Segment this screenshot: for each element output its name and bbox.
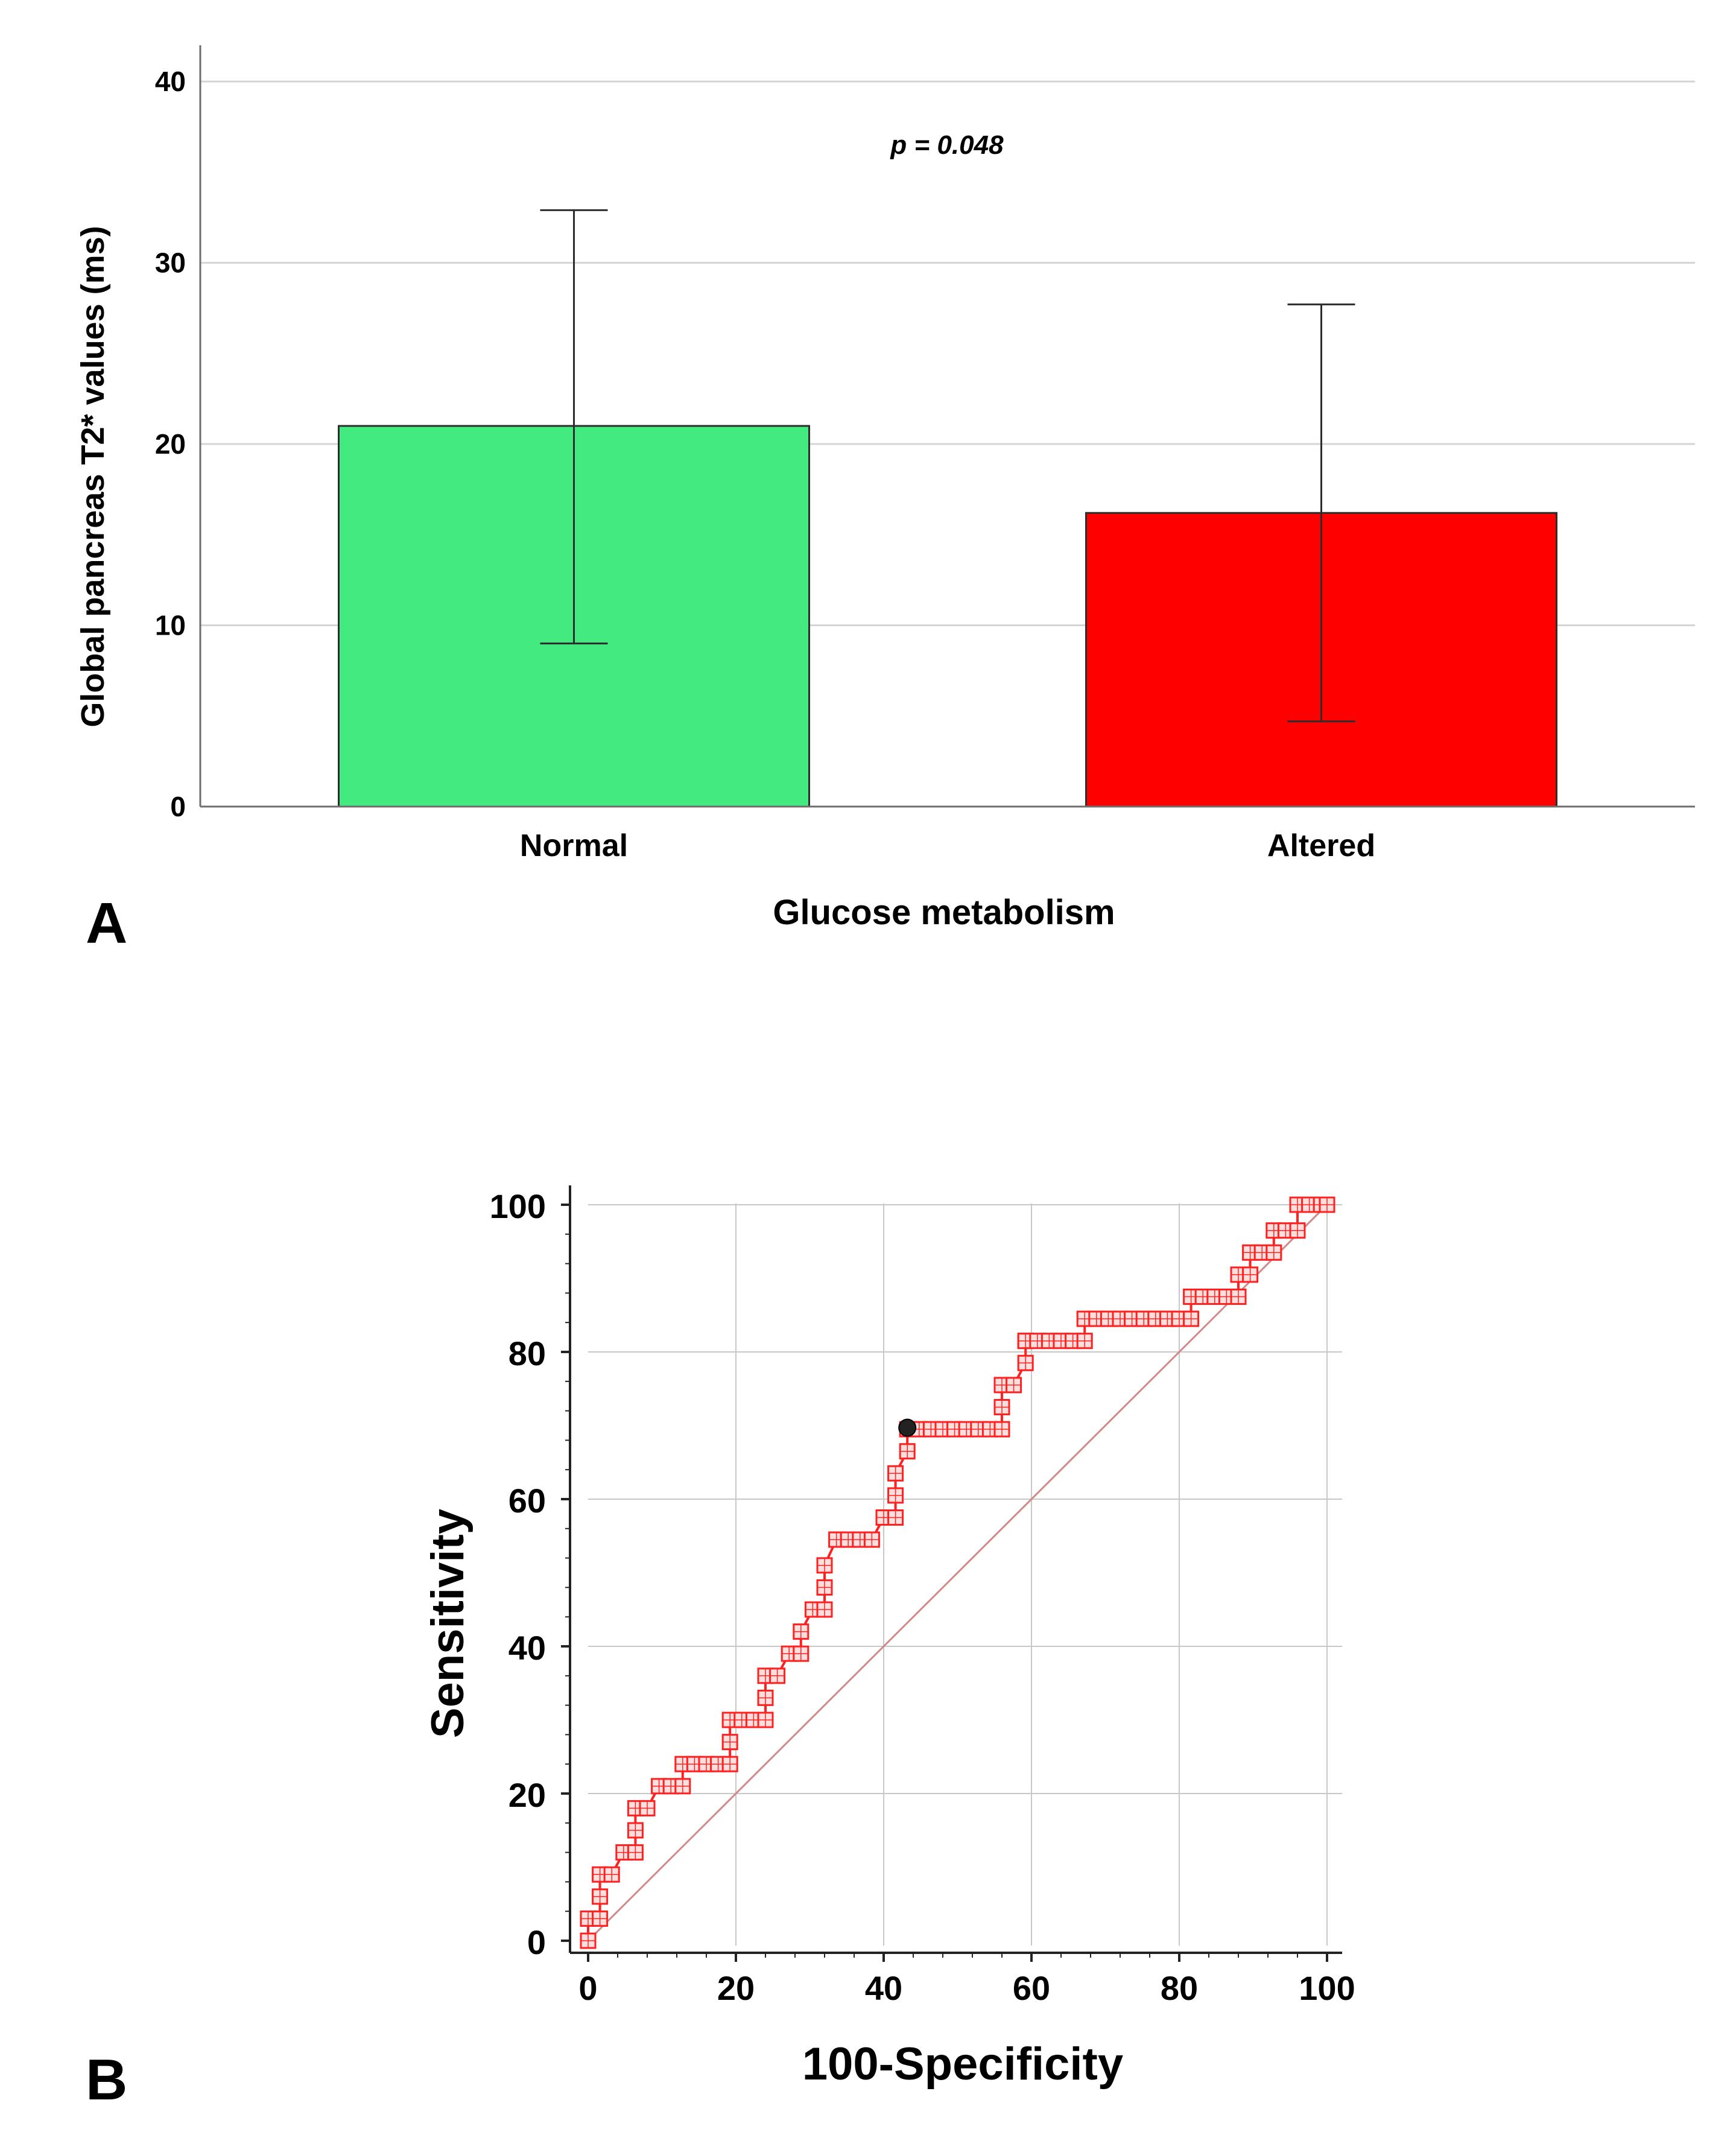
roc-y-tick-label: 0 [527,1923,546,1961]
y-axis-label: Global pancreas T2* values (ms) [75,226,111,727]
y-tick-labels: 0 10 20 30 40 [155,66,186,822]
roc-gridlines [588,1204,1342,1946]
optimal-point-marker [898,1418,917,1437]
roc-x-tick-label: 60 [1013,1969,1050,2007]
roc-point [769,1667,786,1684]
roc-point [816,1557,833,1574]
error-bars [540,209,1355,723]
error-bar-normal [540,209,608,645]
y-tick-label: 20 [155,428,186,460]
roc-point-markers [580,1196,1335,1949]
roc-point [993,1421,1010,1438]
roc-point [1076,1333,1093,1350]
roc-y-axis-label: Sensitivity [422,1509,474,1738]
error-bar-altered [1287,303,1355,723]
roc-axes [561,1185,1342,1962]
roc-point [757,1711,774,1728]
roc-x-tick-label: 40 [865,1969,902,2007]
roc-point [592,1888,609,1905]
roc-y-tick-label: 40 [508,1629,546,1667]
roc-point [863,1531,880,1548]
axes [199,45,1695,808]
roc-chart: 0 20 40 60 80 100 0 20 40 60 80 100 Sensitivity 10… [86,1185,1355,2112]
roc-point [721,1756,738,1772]
roc-y-tick-label: 20 [508,1776,546,1814]
roc-point [899,1443,916,1460]
reference-line [587,1204,1328,1942]
roc-x-tick-labels: 0 20 40 60 80 100 [578,1969,1355,2007]
roc-point [1006,1377,1022,1394]
roc-point [1041,1333,1057,1350]
roc-point [639,1800,656,1816]
roc-point [674,1778,691,1795]
roc-point [793,1623,809,1640]
roc-point [603,1866,620,1883]
roc-point [592,1910,609,1927]
roc-point [1183,1310,1200,1327]
roc-point [1230,1289,1247,1305]
y-tick-label: 0 [170,791,186,822]
y-tick-label: 30 [155,247,186,279]
roc-point [887,1465,904,1482]
roc-point [627,1844,644,1861]
roc-x-axis-label: 100-Specificity [802,2038,1123,2090]
roc-y-tick-label: 60 [508,1482,546,1520]
x-tick-label: Normal [520,828,628,863]
roc-point [1266,1244,1282,1261]
roc-y-tick-labels: 0 20 40 60 80 100 [490,1187,546,1961]
roc-point [816,1601,833,1618]
x-axis-label: Glucose metabolism [773,893,1115,932]
x-tick-label: Altered [1267,828,1375,863]
roc-point [580,1932,597,1949]
roc-point [887,1487,904,1504]
roc-point [1289,1222,1306,1239]
roc-point [793,1645,809,1662]
roc-point [721,1734,738,1751]
roc-x-tick-label: 0 [578,1969,597,2007]
optimal-cutoff-point [898,1418,917,1437]
p-value-annotation: p = 0.048 [890,130,1004,160]
roc-x-tick-label: 100 [1299,1969,1355,2007]
roc-y-tick-label: 100 [490,1187,546,1225]
roc-point [1242,1266,1259,1283]
bar-chart: 0 10 20 30 40 Normal Altered p = 0.048 Global… [75,45,1695,956]
bars [338,425,1557,808]
y-tick-label: 40 [155,66,186,97]
x-tick-labels: Normal Altered [520,828,1375,863]
roc-point [757,1689,774,1706]
panel-label-b: B [86,2048,127,2112]
roc-x-tick-label: 80 [1161,1969,1198,2007]
y-tick-label: 10 [155,610,186,641]
roc-point [1319,1196,1335,1213]
panel-label-a: A [86,891,127,956]
roc-x-tick-label: 20 [717,1969,755,2007]
roc-point [627,1822,644,1839]
roc-point [816,1579,833,1596]
roc-point [1017,1354,1034,1371]
roc-point [993,1399,1010,1415]
reference-diagonal [587,1204,1328,1942]
roc-point [887,1509,904,1526]
roc-y-tick-label: 80 [508,1334,546,1372]
